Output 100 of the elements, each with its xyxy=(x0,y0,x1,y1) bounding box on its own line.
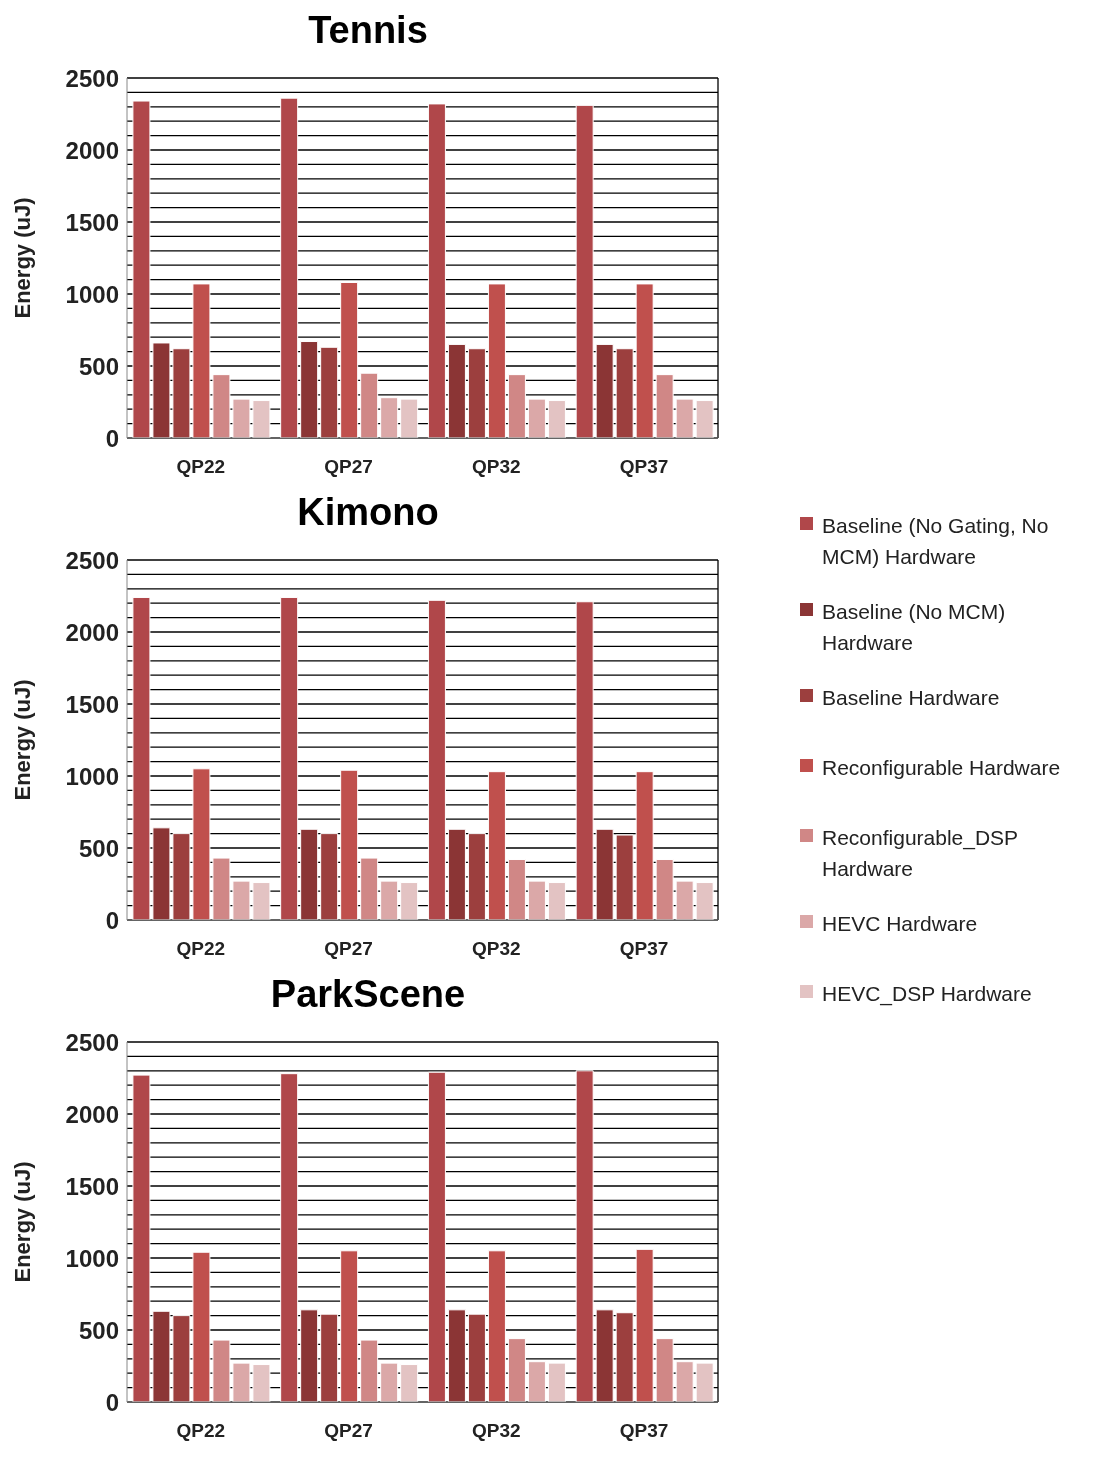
y-tick-label: 500 xyxy=(78,834,119,862)
x-tick-label: QP22 xyxy=(176,938,226,960)
bar xyxy=(280,97,299,438)
bar xyxy=(320,1313,339,1402)
y-tick-label: 2000 xyxy=(65,1100,119,1128)
bar xyxy=(400,398,419,438)
y-tick-label: 2500 xyxy=(65,546,119,574)
y-tick-label: 2000 xyxy=(65,618,119,646)
bar xyxy=(360,372,379,438)
y-tick-label: 500 xyxy=(78,352,119,380)
x-tick-label: QP32 xyxy=(472,938,521,960)
x-tick-label: QP32 xyxy=(472,456,521,478)
x-tick-label: QP22 xyxy=(176,1420,226,1442)
bar xyxy=(280,596,299,920)
bar xyxy=(655,1338,674,1402)
legend-label: Reconfigurable_DSP Hardware xyxy=(822,825,1019,882)
y-tick-label: 2500 xyxy=(65,1028,119,1056)
y-tick-label: 1500 xyxy=(65,1172,119,1200)
x-tick-label: QP22 xyxy=(176,456,226,478)
bar xyxy=(380,880,399,920)
bar xyxy=(595,1309,614,1402)
y-tick-label: 1500 xyxy=(65,690,119,718)
legend-label: HEVC_DSP Hardware xyxy=(822,981,1032,1008)
bar xyxy=(320,833,339,920)
bar xyxy=(467,833,486,920)
bar xyxy=(547,400,566,438)
bar xyxy=(615,834,634,920)
bar xyxy=(447,343,466,438)
bar xyxy=(547,882,566,920)
bar xyxy=(300,828,319,920)
bar xyxy=(675,398,694,438)
y-tick-label: 0 xyxy=(105,1388,119,1416)
x-tick-label: QP27 xyxy=(324,456,373,478)
bar xyxy=(300,1309,319,1402)
bar xyxy=(595,343,614,438)
bar xyxy=(380,397,399,438)
legend-label: Baseline Hardware xyxy=(822,685,1000,711)
y-tick-label: 2500 xyxy=(65,64,119,92)
y-axis-title: Energy (uJ) xyxy=(9,1161,35,1283)
bar xyxy=(507,859,526,920)
bar xyxy=(635,1248,654,1402)
chart-title: Tennis xyxy=(307,8,429,53)
chart-title: Kimono xyxy=(296,490,440,535)
legend-label: Reconfigurable Hardware xyxy=(822,755,1061,781)
y-tick-label: 0 xyxy=(105,906,119,934)
bar xyxy=(595,828,614,920)
bar xyxy=(487,1250,506,1402)
bar xyxy=(380,1362,399,1402)
bar xyxy=(615,1312,634,1402)
bar xyxy=(547,1362,566,1402)
y-axis-title: Energy (uJ) xyxy=(9,197,35,319)
x-tick-label: QP37 xyxy=(619,1420,669,1442)
x-tick-label: QP37 xyxy=(619,456,669,478)
bar xyxy=(487,283,506,438)
bar xyxy=(487,771,506,920)
bar xyxy=(427,1071,446,1402)
chart-title: ParkScene xyxy=(269,972,467,1017)
legend-label: HEVC Hardware xyxy=(822,911,978,937)
x-tick-label: QP37 xyxy=(619,938,669,960)
x-tick-label: QP27 xyxy=(324,938,373,960)
bar xyxy=(427,103,446,438)
bar xyxy=(300,341,319,438)
y-tick-label: 1500 xyxy=(65,208,119,236)
bar xyxy=(695,400,714,438)
y-axis-title: Energy (uJ) xyxy=(9,679,35,801)
bar xyxy=(507,374,526,438)
y-tick-label: 1000 xyxy=(65,280,119,308)
bar xyxy=(340,769,359,920)
bar xyxy=(575,1070,594,1402)
bar xyxy=(527,1361,546,1402)
bar xyxy=(467,1313,486,1402)
bar xyxy=(427,599,446,920)
x-tick-label: QP27 xyxy=(324,1420,373,1442)
legend-label: Baseline (No Gating, No MCM) Hardware xyxy=(822,513,1050,570)
x-tick-label: QP32 xyxy=(472,1420,521,1442)
bar xyxy=(507,1338,526,1402)
bar xyxy=(447,1309,466,1402)
y-tick-label: 500 xyxy=(78,1316,119,1344)
bar xyxy=(655,859,674,920)
bar xyxy=(575,104,594,438)
bar xyxy=(695,882,714,920)
bar xyxy=(695,1362,714,1402)
bar xyxy=(400,882,419,920)
bar xyxy=(615,348,634,438)
bar xyxy=(675,880,694,920)
bar xyxy=(340,281,359,438)
bar xyxy=(400,1364,419,1402)
bar xyxy=(635,771,654,920)
bar xyxy=(467,348,486,438)
bar xyxy=(340,1250,359,1402)
bar xyxy=(575,601,594,920)
bar xyxy=(280,1073,299,1402)
bar xyxy=(320,346,339,438)
y-tick-label: 0 xyxy=(105,424,119,452)
y-tick-label: 1000 xyxy=(65,1244,119,1272)
bar xyxy=(675,1361,694,1402)
bar xyxy=(655,374,674,438)
bar xyxy=(527,880,546,920)
bar xyxy=(635,283,654,438)
bar xyxy=(527,398,546,438)
